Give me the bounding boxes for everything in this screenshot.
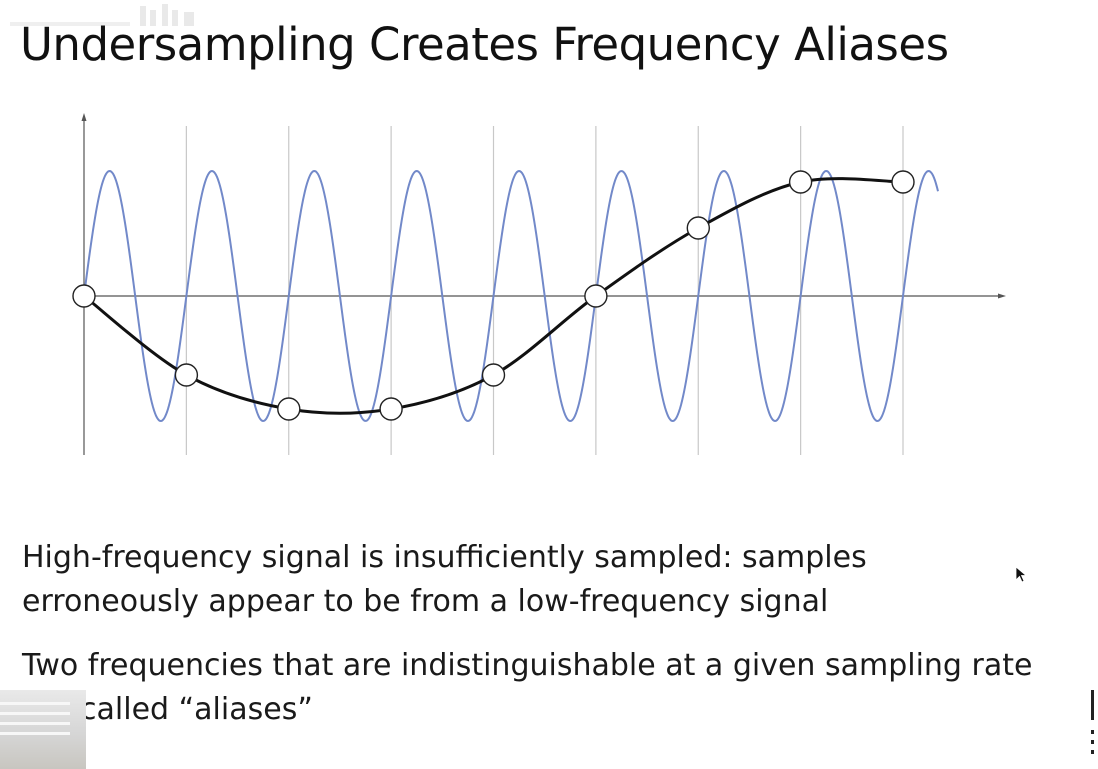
sample-point — [788, 170, 813, 194]
slide-title: Undersampling Creates Frequency Aliases — [20, 18, 949, 71]
bullet-high-frequency: High-frequency signal is insufficiently … — [22, 540, 867, 619]
high-frequency-signal — [83, 169, 939, 423]
watermark-logo — [10, 4, 194, 26]
sample-points — [72, 170, 915, 421]
edge-marker — [1091, 750, 1094, 754]
aliasing-diagram — [72, 113, 1006, 455]
sample-point — [72, 284, 96, 308]
y-axis-arrow — [81, 113, 87, 121]
mouse-cursor-icon — [1015, 566, 1027, 583]
edge-marker — [1091, 730, 1094, 734]
presenter-video-thumbnail — [0, 690, 86, 769]
sample-point — [174, 363, 199, 387]
edge-marker — [1091, 740, 1094, 744]
sample-point — [277, 397, 301, 421]
bullet-aliases: Two frequencies that are indistinguishab… — [22, 648, 1033, 727]
sample-point — [481, 363, 506, 387]
sample-point — [686, 216, 710, 240]
edge-marker — [1091, 690, 1094, 720]
sample-point — [379, 397, 403, 421]
x-axis-arrow — [998, 293, 1006, 299]
sample-point — [891, 170, 915, 194]
sample-point — [584, 284, 608, 308]
